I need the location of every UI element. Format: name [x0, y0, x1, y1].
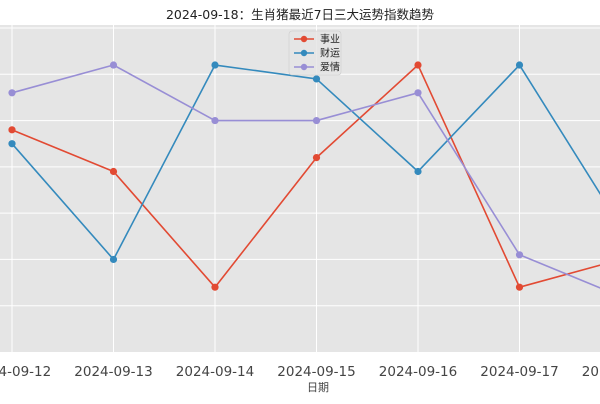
data-point	[312, 116, 321, 125]
x-tick-label: 2024-09-14	[176, 364, 254, 380]
x-tick-label: 2024-09-12	[0, 364, 51, 380]
data-point	[8, 89, 16, 97]
x-tick-label: 2024-09-17	[480, 364, 558, 380]
data-point	[211, 61, 219, 69]
x-tick-label: 2024-09-16	[379, 364, 457, 380]
legend-label: 爱情	[320, 61, 340, 74]
data-point	[515, 283, 524, 291]
x-tick-label: 2024-09-15	[277, 364, 355, 380]
data-point	[312, 154, 321, 162]
x-axis-label: 日期	[307, 381, 329, 394]
x-tick-label: 2024-09-18	[582, 364, 600, 380]
legend-box	[288, 30, 342, 76]
legend-marker	[300, 63, 308, 71]
data-point	[211, 283, 219, 291]
series-2	[8, 61, 600, 264]
legend-label: 财运	[320, 47, 340, 60]
x-tick-label: 2024-09-13	[74, 364, 152, 380]
data-point	[109, 61, 118, 69]
data-point	[8, 140, 16, 148]
series-1	[8, 61, 600, 291]
plot-area	[0, 25, 600, 352]
data-point	[414, 89, 422, 97]
data-point	[515, 251, 524, 259]
series-3	[8, 61, 600, 289]
x-tick-labels: 2024-09-12 2024-09-13 2024-09-14 2024-09-15…	[0, 364, 600, 380]
legend-marker	[300, 35, 308, 43]
data-point	[312, 75, 321, 83]
data-point	[211, 116, 219, 125]
legend-marker	[300, 49, 308, 57]
data-point	[8, 126, 16, 134]
series-lines	[8, 61, 600, 291]
legend-label: 事业	[320, 33, 340, 46]
data-point	[109, 167, 118, 176]
data-point	[109, 255, 118, 264]
chart-title: 2024-09-18：生肖猪最近7日三大运势指数趋势	[166, 7, 435, 22]
data-point	[515, 61, 524, 69]
data-point	[414, 167, 422, 176]
data-point	[414, 61, 422, 69]
